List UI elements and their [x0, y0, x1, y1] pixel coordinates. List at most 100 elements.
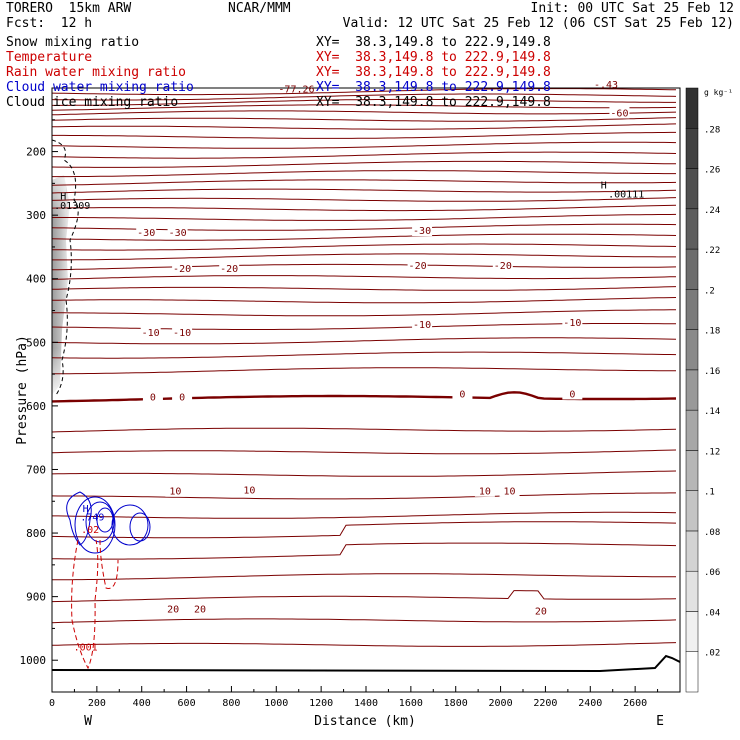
colorbar-label: .04: [704, 608, 720, 618]
temperature-line: [52, 117, 677, 122]
colorbar-label: .16: [704, 367, 720, 377]
temperature-label: -20: [494, 261, 512, 272]
label-bg: [239, 483, 260, 496]
cloud-water-contours: [66, 491, 151, 554]
colorbar-swatch: [685, 409, 699, 451]
label-bg: [407, 259, 428, 272]
colorbar-swatch: [685, 611, 699, 652]
colorbar-swatch: [685, 128, 699, 169]
label-bg: [136, 225, 157, 238]
temperature-label: 20: [167, 604, 179, 615]
temperature-line: [52, 573, 676, 581]
temperature-label: -60: [610, 108, 628, 119]
temperature-line: [52, 233, 677, 241]
label-bg: [172, 325, 193, 338]
colorbar-swatch: [685, 289, 699, 330]
cloud-water-contour: [66, 491, 92, 546]
forecast-hour: Fcst: 12 h: [6, 16, 93, 31]
label-bg: [530, 604, 551, 617]
cloud-water-contour: [111, 504, 149, 546]
temperature-label: -20: [409, 261, 427, 272]
colorbar-swatch: [685, 651, 699, 693]
temperature-label: -30: [137, 228, 155, 239]
label-bg: [142, 390, 163, 403]
temperature-line: [52, 243, 677, 251]
rain-water-contour: [71, 539, 99, 670]
y-tick-label: 600: [26, 400, 46, 413]
temperature-label: -20: [173, 264, 191, 275]
terrain-surface: [52, 654, 680, 673]
field-label-cloud-water: Cloud water mixing ratio: [6, 80, 194, 95]
label-bg: [167, 225, 188, 238]
temperature-line: [52, 521, 677, 539]
temperature-line: [52, 197, 677, 202]
colorbar-label: .18: [704, 327, 720, 337]
cloud-water-contour: [74, 496, 116, 554]
label-bg: [492, 259, 513, 272]
colorbar-label: .2: [704, 286, 715, 296]
x-tick-label: 2000: [489, 698, 513, 709]
temperature-line: [52, 213, 677, 221]
colorbar-label: .26: [704, 166, 720, 176]
colorbar-swatch: [685, 369, 699, 411]
field-xy-cloud-ice: XY= 38.3,149.8 to 222.9,149.8: [316, 95, 551, 110]
x-axis: 0 200 400 600 800 1000 1200 1400 1600 1800 2000 220…: [49, 686, 659, 709]
cloud-water-contour: [129, 512, 151, 542]
x-tick-label: 0: [49, 698, 55, 709]
temperature-line: [52, 351, 677, 359]
y-tick-label: 800: [26, 527, 46, 540]
field-label-cloud-ice: Cloud ice mixing ratio: [6, 95, 179, 110]
annotation: .001: [74, 643, 98, 654]
temperature-line: [52, 98, 676, 106]
temperature-label: 20: [194, 604, 206, 615]
temperature-line: [52, 88, 677, 96]
colorbar-label: .12: [704, 447, 720, 457]
temperature-line: [52, 170, 676, 178]
temperature-line: [52, 123, 677, 130]
label-bg: [165, 484, 186, 497]
field-label-rain: Rain water mixing ratio: [6, 65, 187, 80]
temperature-label: -10: [413, 320, 431, 331]
colorbar-swatch: [685, 168, 699, 210]
x-tick-label: 400: [133, 698, 151, 709]
temperature-label: -10: [173, 328, 191, 339]
x-axis-label: Distance (km): [314, 714, 416, 729]
label-bg: [219, 262, 240, 275]
field-label-temperature: Temperature: [6, 50, 93, 65]
annotation: .02: [81, 525, 99, 536]
y-tick-label: 500: [26, 336, 46, 349]
field-label-snow: Snow mixing ratio: [6, 35, 140, 50]
annotation: .00111: [608, 189, 644, 200]
x-tick-label: 1000: [264, 698, 288, 709]
temperature-contours: [52, 88, 677, 647]
temperature-line: [52, 367, 676, 375]
colorbar-swatch: [685, 450, 699, 491]
y-tick-label: 1000: [20, 654, 47, 667]
label-bg: [190, 602, 211, 615]
temperature-line: [52, 297, 677, 304]
temperature-line: [52, 160, 677, 168]
annotation: -77.26: [278, 84, 314, 95]
x-tick-label: 800: [222, 698, 240, 709]
y-tick-label: 700: [26, 463, 46, 476]
snow-shading: [52, 160, 70, 395]
temperature-line: [52, 492, 676, 500]
field-xy-rain: XY= 38.3,149.8 to 222.9,149.8: [316, 65, 551, 80]
temperature-label: -10: [142, 328, 160, 339]
y-tick-label: 300: [26, 209, 46, 222]
colorbar-label: .14: [704, 407, 720, 417]
colorbar-label: .1: [704, 488, 715, 498]
temperature-line: [52, 511, 677, 519]
plot-frame: [51, 87, 681, 693]
temperature-line: [52, 263, 677, 271]
label-bg: [452, 387, 473, 400]
cloud-ice-outline: [52, 139, 79, 396]
temperature-line: [52, 151, 677, 159]
field-xy-cloud-water: XY= 38.3,149.8 to 222.9,149.8: [316, 80, 551, 95]
organization: NCAR/MMM: [228, 1, 291, 16]
label-bg: [412, 318, 433, 331]
temperature-line: [52, 253, 676, 261]
temperature-line: [52, 188, 677, 194]
colorbar-label: .28: [704, 125, 720, 135]
